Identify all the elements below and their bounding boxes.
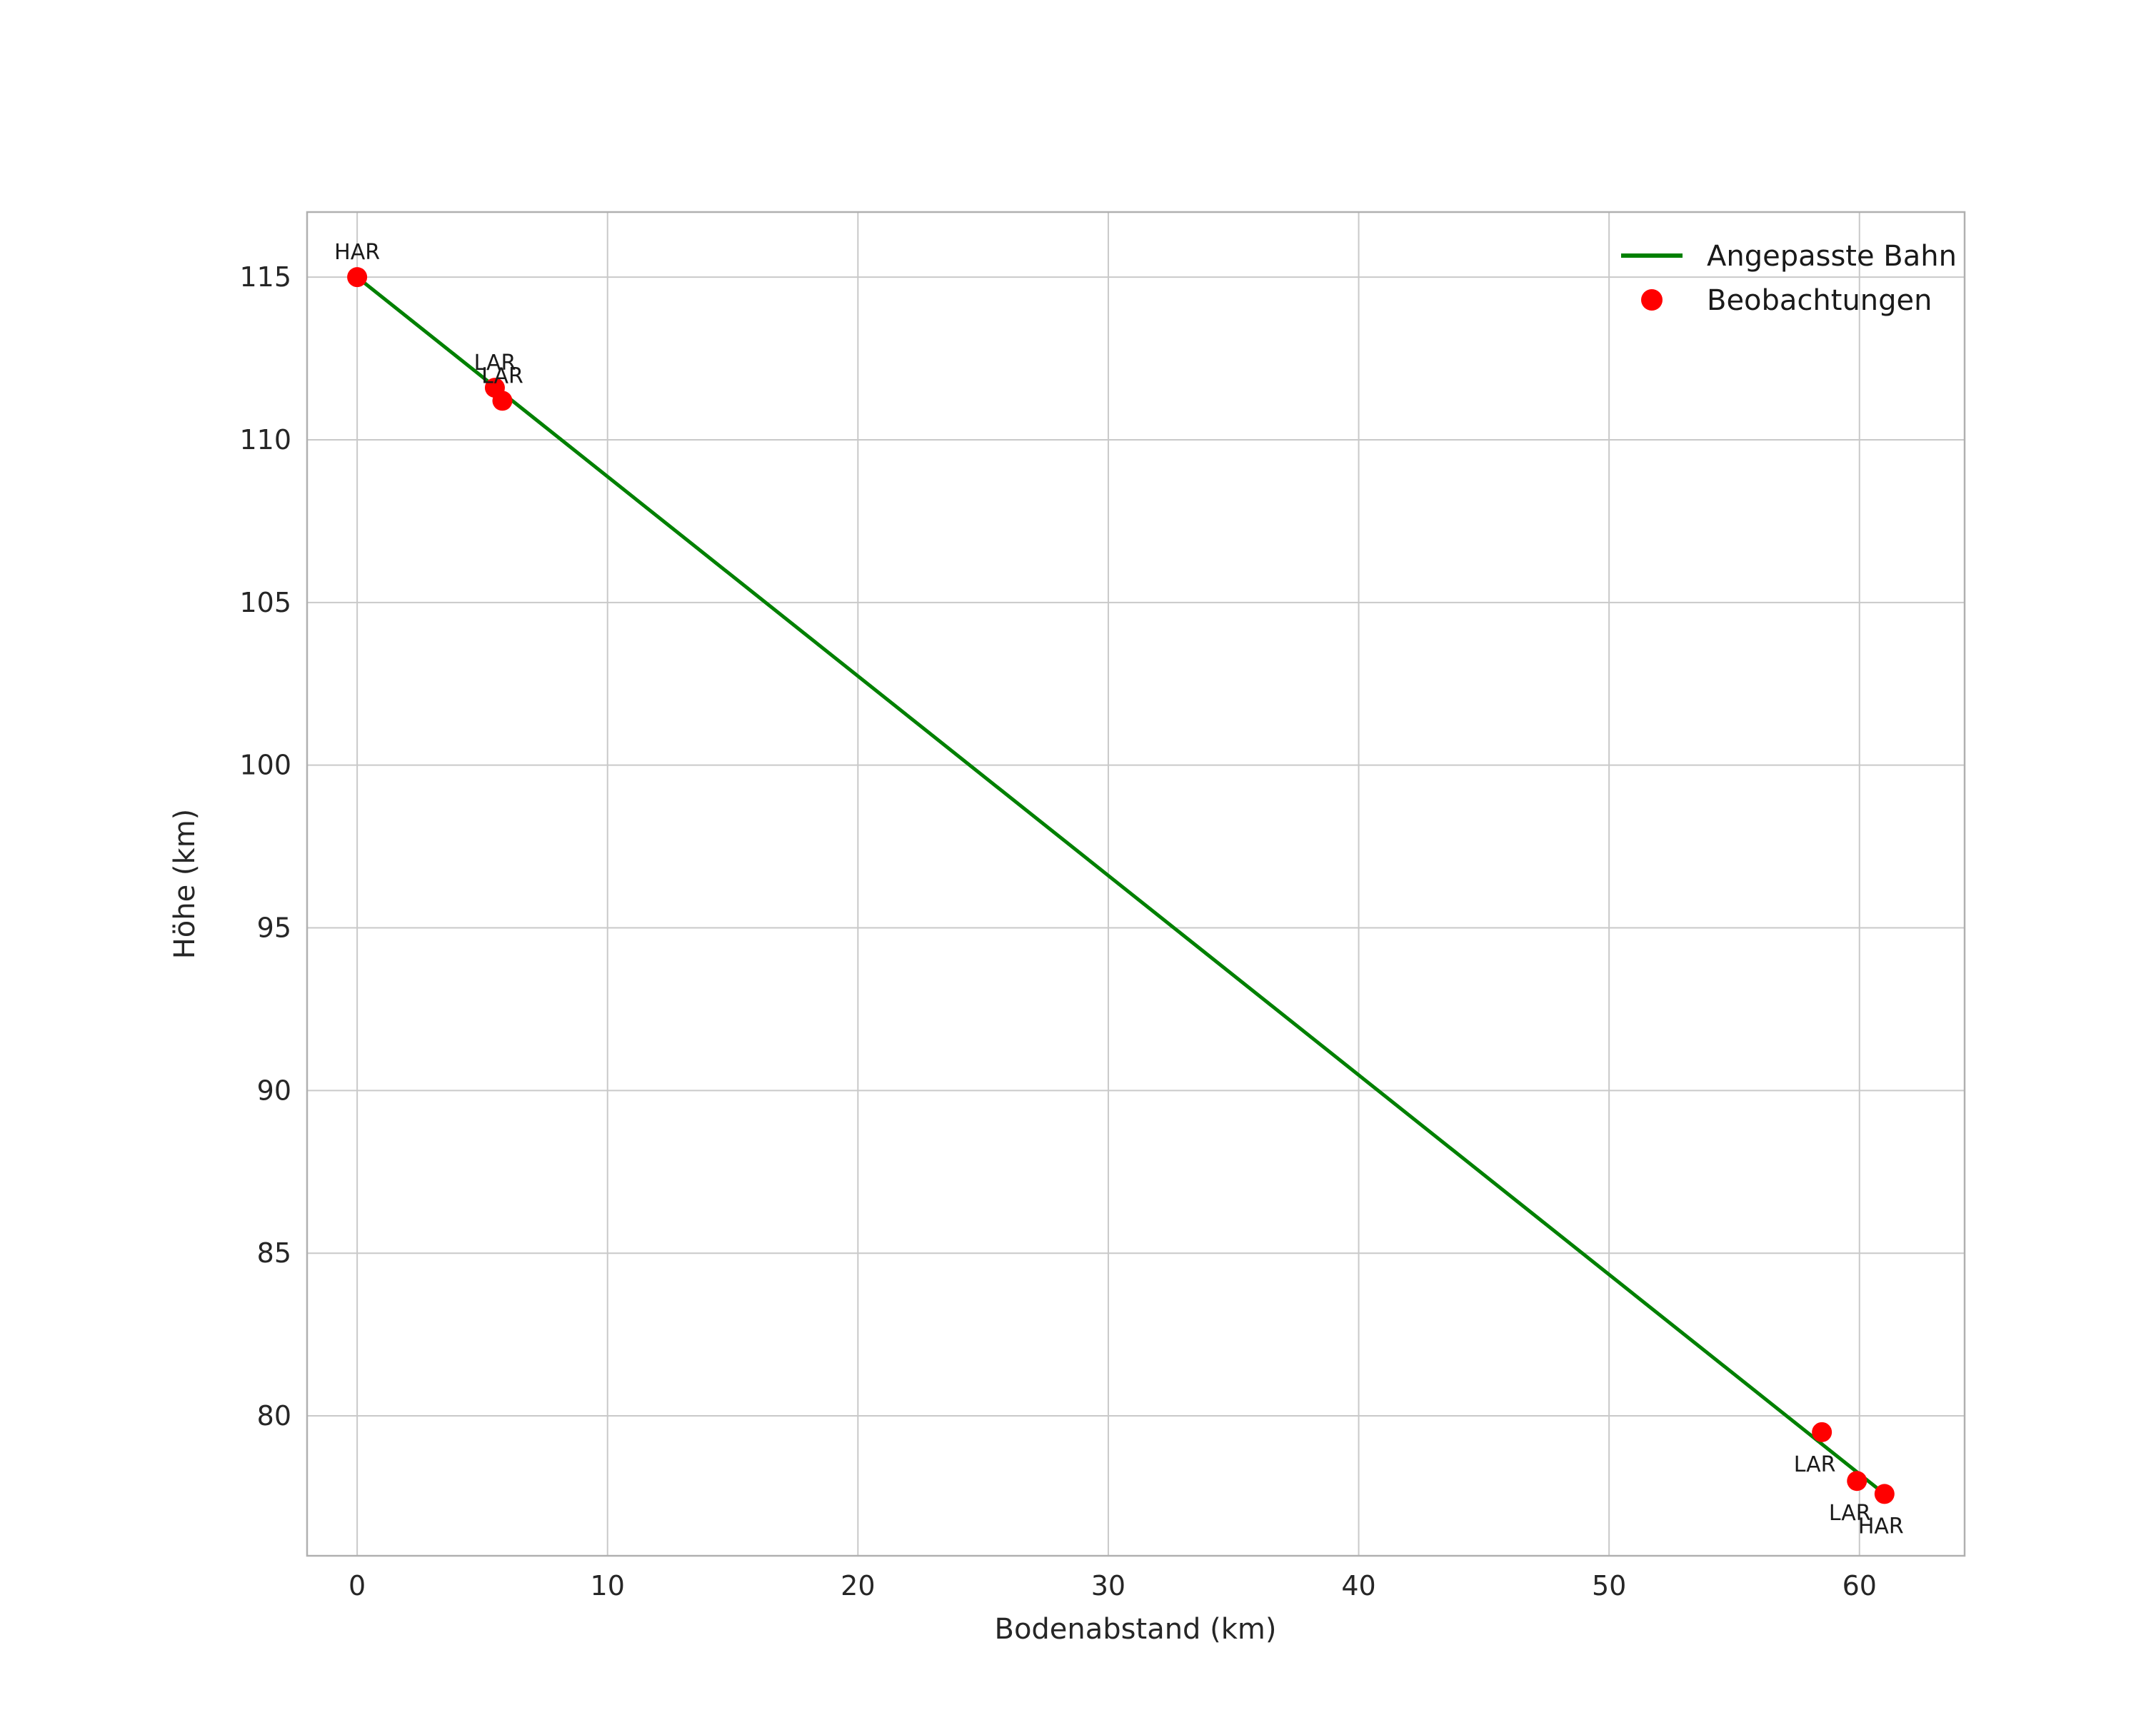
observation-label: HAR xyxy=(1858,1514,1904,1539)
grid-lines xyxy=(307,212,1965,1556)
x-axis-label: Bodenabstand (km) xyxy=(995,1613,1277,1646)
x-tick-label: 30 xyxy=(1091,1570,1125,1601)
x-tick-label: 20 xyxy=(841,1570,875,1601)
chart-legend: Angepasste Bahn Beobachtungen xyxy=(1621,240,1957,317)
legend-label-fitted-path: Angepasste Bahn xyxy=(1707,240,1957,273)
observation-label: LAR xyxy=(1794,1452,1836,1477)
y-tick-label: 90 xyxy=(257,1075,291,1106)
observation-label: LAR xyxy=(474,351,516,376)
observation-label: HAR xyxy=(334,240,380,265)
y-tick-label: 105 xyxy=(239,587,291,618)
x-tick-label: 10 xyxy=(591,1570,625,1601)
y-tick-label: 110 xyxy=(239,424,291,456)
x-tick-label: 0 xyxy=(349,1570,366,1601)
y-tick-label: 80 xyxy=(257,1400,291,1432)
observation-label: LAR xyxy=(1829,1501,1871,1526)
plot-frame xyxy=(306,211,1966,1557)
x-tick-label: 50 xyxy=(1592,1570,1626,1601)
observation-point xyxy=(1874,1484,1895,1504)
y-tick-label: 100 xyxy=(239,750,291,781)
y-tick-label: 95 xyxy=(257,912,291,944)
observation-point xyxy=(347,267,368,288)
x-tick-label: 40 xyxy=(1341,1570,1375,1601)
tick-labels: 0 10 20 30 40 50 60 80 85 90 95 100 105 110 115 xyxy=(239,261,1876,1601)
x-tick-label: 60 xyxy=(1842,1570,1877,1601)
y-tick-label: 115 xyxy=(239,261,291,293)
observation-point xyxy=(1812,1422,1832,1442)
observation-label: LAR xyxy=(481,363,523,388)
y-tick-label: 85 xyxy=(257,1237,291,1269)
y-axis-label: Höhe (km) xyxy=(169,809,201,960)
legend-dot-swatch xyxy=(1641,289,1663,311)
fitted-trajectory-line xyxy=(356,276,1886,1496)
observation-point xyxy=(492,391,513,411)
legend-label-observations: Beobachtungen xyxy=(1707,284,1932,317)
observation-point xyxy=(1847,1471,1867,1492)
